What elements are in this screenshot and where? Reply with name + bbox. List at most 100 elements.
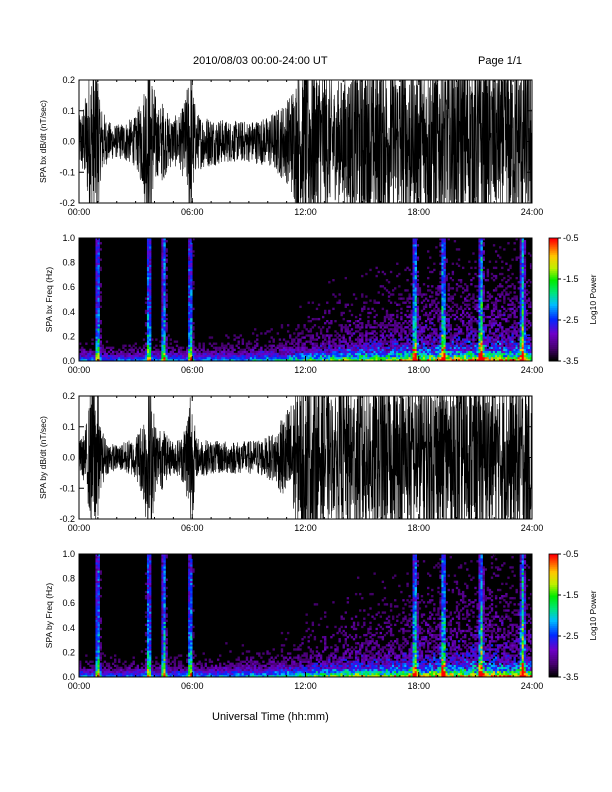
spectrogram-cell (455, 283, 459, 286)
spectrogram-cell (175, 674, 179, 678)
spectrogram-cell (111, 346, 115, 349)
spectrogram-cell (474, 346, 477, 349)
spectrogram-cell (523, 246, 527, 249)
spectrogram-cell (426, 334, 430, 337)
spectrogram-cell (381, 354, 385, 358)
spectrogram-cell (311, 356, 315, 360)
spectrogram-cell (97, 627, 100, 631)
spectrogram-cell (525, 320, 529, 323)
spectrogram-cell (87, 668, 90, 672)
spectrogram-cell (439, 285, 442, 288)
spectrogram-cell (521, 301, 525, 304)
spectrogram-cell (389, 315, 393, 319)
spectrogram-cell (229, 356, 232, 360)
spectrogram-cell (136, 356, 140, 360)
spectrogram-cell (429, 303, 432, 306)
spectrogram-cell (97, 566, 100, 569)
spectrogram-cell (499, 322, 502, 325)
spectrogram-cell (503, 338, 506, 341)
spectrogram-cell (410, 340, 413, 343)
spectrogram-cell (95, 348, 98, 352)
spectrogram-cell (509, 266, 512, 270)
spectrogram-cell (161, 358, 164, 362)
spectrogram-cell (159, 672, 162, 676)
spectrogram-cell (509, 336, 512, 339)
spectrogram-cell (198, 356, 201, 360)
spectrogram-cell (188, 250, 191, 253)
spectrogram-cell (179, 352, 183, 356)
spectrogram-cell (321, 350, 325, 354)
spectrogram-cell (443, 326, 446, 329)
spectrogram-cell (237, 336, 240, 339)
spectrogram-cell (177, 660, 181, 663)
spectrogram-cell (468, 354, 471, 358)
spectrogram-cell (478, 285, 481, 288)
spectrogram-cell (340, 354, 343, 358)
spectrogram-cell (340, 326, 343, 329)
spectrogram-cell (492, 301, 496, 304)
spectrogram-cell (400, 336, 403, 339)
spectrogram-cell (342, 336, 345, 339)
spectrogram-cell (441, 276, 444, 280)
spectrogram-cell (352, 344, 356, 347)
spectrogram-cell (200, 358, 203, 362)
spectrogram-cell (464, 348, 467, 352)
spectrogram-cell (146, 664, 150, 668)
spectrogram-cell (132, 662, 135, 665)
spectrogram-cell (114, 674, 117, 678)
spectrogram-cell (433, 332, 436, 335)
spectrogram-cell (136, 668, 140, 672)
spectrogram-cell (161, 611, 164, 614)
spectrogram-cell (276, 344, 280, 347)
spectrogram-cell (126, 674, 129, 678)
spectrogram-cell (140, 350, 144, 354)
spectrogram-cell (441, 272, 444, 276)
spectrogram-cell (408, 313, 411, 317)
spectrogram-cell (521, 283, 525, 286)
spectrogram-cell (163, 283, 166, 286)
spectrogram-cell (412, 338, 415, 341)
spectrogram-cell (474, 299, 477, 302)
spectrogram-cell (328, 350, 331, 354)
spectrogram-cell (179, 670, 183, 674)
spectrogram-cell (190, 246, 193, 249)
spectrogram-cell (447, 320, 450, 323)
colorbar-swatch (549, 268, 558, 272)
spectrogram-cell (509, 352, 512, 356)
spectrogram-cell (513, 330, 516, 333)
spectrogram-cell (196, 348, 199, 352)
spectrogram-cell (315, 356, 319, 360)
spectrogram-cell (95, 584, 98, 588)
spectrogram-cell (190, 354, 193, 358)
spectrogram-cell (149, 274, 152, 278)
spectrogram-cell (519, 315, 523, 319)
spectrogram-cell (398, 297, 401, 300)
spectrogram-cell (216, 346, 220, 349)
spectrogram-cell (190, 262, 193, 265)
spectrogram-cell (443, 279, 446, 282)
spectrogram-cell (204, 350, 207, 354)
colorbar-swatch (549, 293, 558, 296)
spectrogram-cell (190, 281, 193, 284)
spectrogram-cell (239, 354, 242, 358)
spectrogram-cell (416, 332, 420, 335)
spectrogram-cell (416, 279, 420, 282)
spectrogram-cell (484, 342, 487, 345)
spectrogram-cell (474, 320, 477, 323)
spectrogram-cell (412, 346, 415, 349)
spectrogram-cell (165, 556, 168, 559)
spectrogram-cell (482, 330, 485, 333)
spectrogram-cell (95, 603, 98, 606)
spectrogram-cell (406, 279, 409, 282)
spectrogram-cell (472, 276, 475, 280)
spectrogram-cell (503, 317, 506, 321)
spectrogram-cell (422, 334, 426, 337)
spectrogram-cell (272, 356, 275, 360)
spectrogram-cell (466, 289, 469, 292)
spectrogram-cell (161, 658, 164, 661)
colorbar-swatch (549, 348, 558, 352)
spectrogram-cell (149, 264, 152, 267)
spectrogram-cell (490, 346, 494, 349)
spectrogram-cell (426, 358, 430, 362)
spectrogram-cell (165, 672, 168, 676)
